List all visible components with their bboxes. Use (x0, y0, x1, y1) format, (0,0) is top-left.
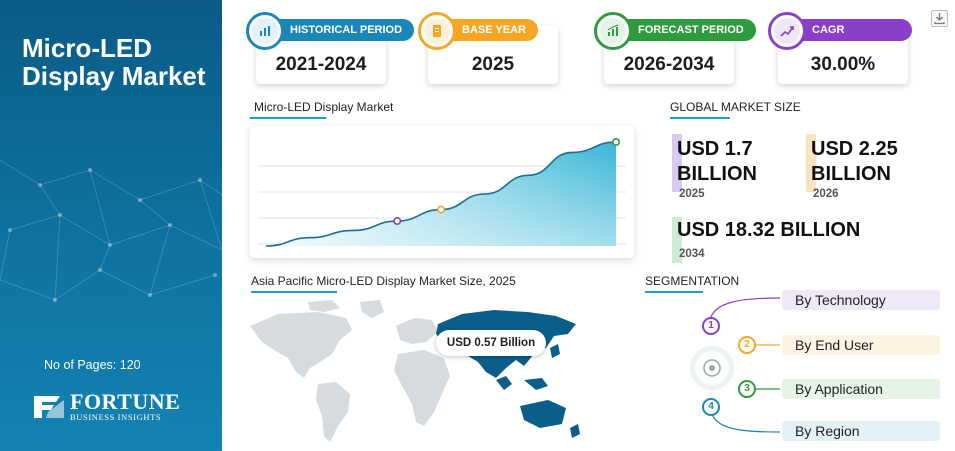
chart-data-point (437, 205, 446, 214)
chart-area-fade (266, 142, 616, 246)
market-year: 2034 (679, 248, 705, 260)
market-value-2025: USD 1.7 BILLION (677, 137, 757, 187)
chart-title: Micro-LED Display Market (254, 100, 394, 114)
asia-pacific-value-label: USD 0.57 Billion (436, 330, 546, 356)
card-value: 30.00% (810, 54, 876, 75)
chart-data-point (393, 217, 402, 226)
card-label: HISTORICAL PERIOD (268, 19, 415, 41)
segment-by-region: By Region (782, 421, 940, 441)
map-continents (250, 300, 450, 442)
market-chart (250, 126, 634, 258)
market-value-2026: USD 2.25 BILLION (811, 137, 898, 187)
chart-data-point (611, 138, 620, 147)
title-underline (251, 291, 337, 293)
network-background (0, 159, 222, 302)
growth-chart-icon (768, 12, 806, 50)
logo-mark-icon (34, 396, 64, 418)
page-count: No of Pages: 120 (44, 358, 141, 372)
fortune-logo: FORTUNE BUSINESS INSIGHTS (32, 389, 181, 422)
title-underline (670, 117, 730, 119)
chart-svg (258, 138, 626, 247)
value-accent-bar (806, 134, 816, 192)
page-title: Micro-LED Display Market (22, 33, 206, 91)
title-underline (250, 117, 326, 119)
segment-number: 2 (738, 336, 756, 354)
segment-number: 1 (702, 317, 720, 335)
segment-by-application: By Application (782, 379, 940, 399)
segmentation-title: SEGMENTATION (645, 274, 740, 288)
card-label: FORECAST PERIOD (616, 19, 756, 41)
card-label: CAGR (790, 19, 912, 41)
market-value-line: BILLION (677, 163, 757, 185)
market-year: 2025 (679, 188, 705, 200)
download-icon[interactable] (931, 10, 948, 27)
segmentation-connectors (690, 297, 781, 433)
map-title: Asia Pacific Micro-LED Display Market Si… (251, 274, 516, 288)
segment-by-end-user: By End User (782, 335, 940, 355)
market-value-line: BILLION (811, 163, 891, 185)
world-map (250, 300, 580, 442)
card-label: BASE YEAR (440, 19, 538, 41)
document-icon (418, 12, 456, 50)
market-value-line: USD 1.7 (677, 138, 753, 160)
card-value: 2021-2024 (275, 54, 367, 75)
market-value-2034: USD 18.32 BILLION (677, 219, 861, 241)
title-underline (645, 291, 703, 293)
global-market-title: GLOBAL MARKET SIZE (670, 100, 801, 114)
segment-by-technology: By Technology (782, 290, 940, 310)
sidebar: Micro-LED Display Market No of Pages: 12… (0, 0, 222, 451)
bar-chart-icon (246, 12, 284, 50)
logo-subtitle: BUSINESS INSIGHTS (70, 412, 162, 422)
segment-number: 4 (702, 398, 720, 416)
card-value: 2026-2034 (623, 54, 715, 75)
market-year: 2026 (813, 188, 839, 200)
forecast-chart-icon (594, 12, 632, 50)
value-accent-bar (672, 217, 682, 263)
card-value: 2025 (471, 54, 515, 75)
value-accent-bar (672, 134, 682, 192)
market-value-line: USD 2.25 (811, 138, 898, 160)
logo-brand: FORTUNE (70, 389, 181, 414)
segment-number: 3 (738, 380, 756, 398)
